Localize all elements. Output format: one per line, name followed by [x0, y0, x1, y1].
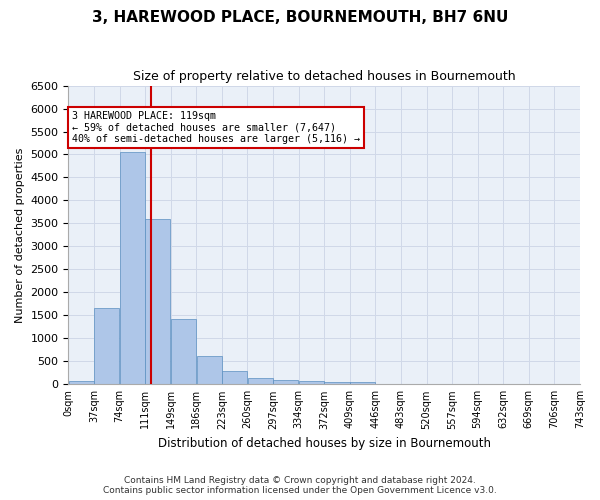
Bar [325, 382, 350, 384]
Text: 3, HAREWOOD PLACE, BOURNEMOUTH, BH7 6NU: 3, HAREWOOD PLACE, BOURNEMOUTH, BH7 6NU [92, 10, 508, 25]
X-axis label: Distribution of detached houses by size in Bournemouth: Distribution of detached houses by size … [158, 437, 491, 450]
Text: 3 HAREWOOD PLACE: 119sqm
← 59% of detached houses are smaller (7,647)
40% of sem: 3 HAREWOOD PLACE: 119sqm ← 59% of detach… [72, 111, 360, 144]
Text: Contains HM Land Registry data © Crown copyright and database right 2024.
Contai: Contains HM Land Registry data © Crown c… [103, 476, 497, 495]
Bar [248, 378, 273, 384]
Bar [350, 382, 375, 384]
Bar [68, 381, 94, 384]
Bar [94, 308, 119, 384]
Bar [222, 371, 247, 384]
Bar [273, 380, 298, 384]
Bar [145, 219, 170, 384]
Title: Size of property relative to detached houses in Bournemouth: Size of property relative to detached ho… [133, 70, 515, 83]
Bar [197, 356, 221, 384]
Y-axis label: Number of detached properties: Number of detached properties [15, 147, 25, 322]
Bar [171, 319, 196, 384]
Bar [120, 152, 145, 384]
Bar [299, 381, 324, 384]
